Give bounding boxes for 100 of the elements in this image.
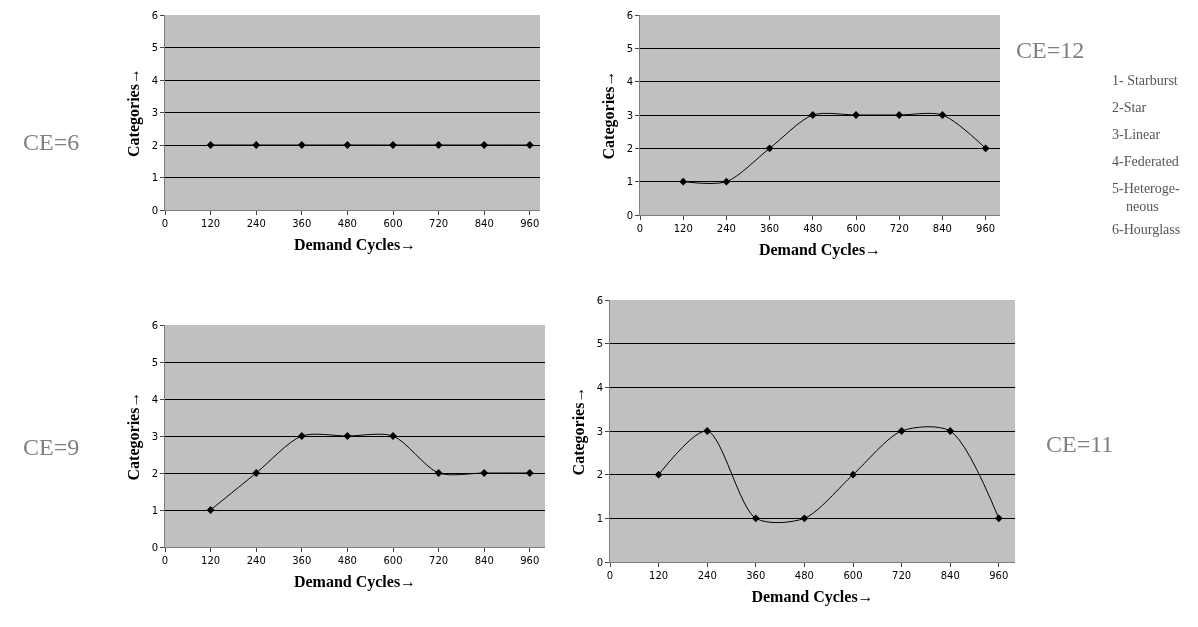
- x-tick-label: 720: [429, 555, 449, 566]
- y-tick-label: 5: [151, 42, 158, 53]
- point: [343, 432, 352, 440]
- point: [297, 432, 306, 440]
- x-axis-title: Demand Cycles→: [758, 240, 882, 259]
- text: CE=6: [23, 129, 80, 155]
- x-tick-label: 360: [746, 570, 766, 581]
- x-tick-label: 120: [201, 555, 221, 566]
- x-tick-label: 840: [474, 555, 494, 566]
- x-tick-label: 720: [429, 218, 449, 229]
- text: CE=9: [23, 434, 80, 460]
- point: [252, 469, 261, 477]
- point: [994, 514, 1003, 523]
- x-tick-label: 240: [697, 570, 717, 581]
- y-tick-label: 6: [151, 9, 158, 21]
- point: [206, 506, 215, 514]
- text: CE=12: [1016, 37, 1085, 63]
- x-tick-label: 360: [760, 223, 780, 234]
- y-tick-label: 0: [151, 541, 158, 553]
- x-tick-label: 480: [794, 570, 814, 581]
- y-tick-label: 4: [626, 76, 633, 88]
- point: [800, 514, 809, 523]
- point: [480, 469, 489, 477]
- x-tick-label: 960: [976, 223, 996, 234]
- y-tick-label: 3: [596, 425, 603, 437]
- text: CE=11: [1046, 431, 1114, 457]
- point: [808, 111, 817, 119]
- text: 5-Heteroge- neous: [1112, 181, 1180, 215]
- point: [703, 427, 712, 435]
- x-tick-label: 600: [383, 555, 403, 566]
- y-tick-label: 4: [151, 393, 158, 405]
- text: 1- Starburst: [1112, 73, 1178, 88]
- x-tick-label: 0: [161, 218, 169, 229]
- y-tick-label: 2: [626, 142, 633, 154]
- x-tick-label: 600: [383, 218, 403, 229]
- point: [722, 177, 731, 186]
- y-tick-label: 2: [596, 469, 603, 481]
- y-axis-title: Categories→: [124, 68, 143, 157]
- x-tick-label: 240: [716, 223, 736, 234]
- y-axis-title: Categories→: [569, 386, 588, 476]
- y-tick-label: 2: [151, 467, 158, 479]
- text: 2-Star: [1112, 100, 1147, 115]
- x-tick-label: 120: [649, 570, 669, 581]
- x-tick-label: 840: [474, 218, 494, 229]
- y-tick-label: 6: [151, 319, 158, 331]
- point: [434, 469, 443, 477]
- point: [897, 427, 906, 435]
- text: 6-Hourglass: [1112, 222, 1181, 237]
- point: [849, 470, 857, 479]
- y-tick-label: 4: [596, 381, 603, 393]
- point: [946, 427, 955, 435]
- x-tick-label: 600: [846, 223, 866, 234]
- x-tick-label: 360: [292, 555, 312, 566]
- text: 4-Federated: [1112, 154, 1179, 169]
- x-tick-label: 240: [246, 218, 266, 229]
- x-tick-label: 840: [932, 223, 952, 234]
- y-tick-label: 1: [626, 176, 633, 188]
- y-tick-label: 1: [151, 504, 158, 516]
- y-tick-label: 6: [626, 9, 633, 21]
- x-tick-label: 0: [161, 555, 169, 566]
- y-tick-label: 1: [596, 512, 603, 524]
- x-tick-label: 480: [337, 555, 357, 566]
- point: [981, 144, 990, 153]
- x-tick-label: 720: [892, 570, 912, 581]
- y-tick-label: 2: [151, 139, 158, 151]
- point: [751, 514, 760, 523]
- x-tick-label: 240: [246, 555, 266, 566]
- x-tick-label: 360: [292, 218, 312, 229]
- x-tick-label: 480: [337, 218, 357, 229]
- point: [525, 469, 534, 477]
- y-tick-label: 0: [151, 204, 158, 216]
- point: [654, 470, 663, 479]
- x-tick-label: 120: [673, 223, 693, 234]
- y-tick-label: 4: [151, 74, 158, 86]
- x-axis-title: Demand Cycles→: [293, 572, 417, 591]
- y-axis-title: Categories→: [124, 391, 143, 481]
- x-tick-label: 120: [201, 218, 221, 229]
- text: 3-Linear: [1112, 127, 1161, 142]
- x-tick-label: 960: [520, 555, 540, 566]
- x-tick-label: 600: [843, 570, 863, 581]
- y-tick-label: 3: [626, 109, 633, 121]
- x-tick-label: 0: [606, 570, 614, 581]
- y-tick-label: 5: [151, 356, 158, 368]
- y-tick-label: 3: [151, 430, 158, 442]
- point: [679, 177, 688, 186]
- y-tick-label: 6: [596, 294, 603, 306]
- x-axis-title: Demand Cycles→: [751, 587, 874, 606]
- y-tick-label: 1: [151, 172, 158, 183]
- y-tick-label: 0: [626, 209, 633, 221]
- point: [895, 111, 904, 119]
- x-tick-label: 480: [803, 223, 823, 234]
- y-tick-label: 5: [626, 42, 633, 54]
- point: [765, 144, 774, 153]
- x-tick-label: 960: [520, 218, 540, 229]
- y-tick-label: 5: [596, 338, 603, 350]
- x-tick-label: 720: [889, 223, 909, 234]
- y-tick-label: 3: [151, 107, 158, 118]
- point: [938, 111, 947, 119]
- x-axis-title: Demand Cycles→: [293, 235, 417, 254]
- x-tick-label: 840: [940, 570, 960, 581]
